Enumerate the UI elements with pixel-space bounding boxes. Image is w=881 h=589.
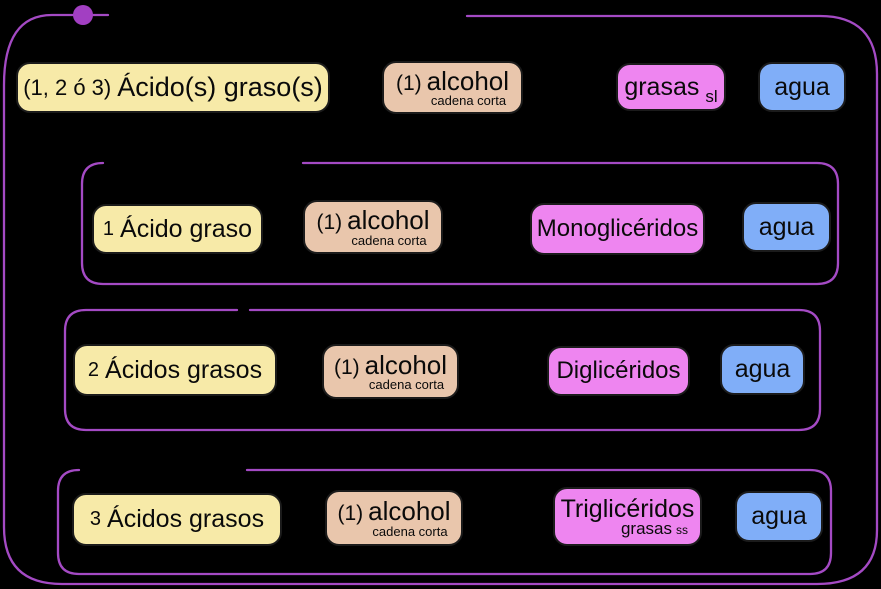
alcohol-note: cadena corta bbox=[430, 93, 507, 109]
node-alcohol-top[interactable]: (1) alcohol cadena corta bbox=[382, 61, 523, 114]
fatty-acid-count: 1 bbox=[102, 217, 115, 240]
water-label: agua bbox=[774, 72, 830, 101]
product-note-suffix: ss bbox=[676, 523, 688, 538]
fatty-acid-label: Ácidos grasos bbox=[105, 355, 263, 384]
fatty-acid-count: 2 bbox=[87, 358, 100, 381]
water-label: agua bbox=[758, 212, 815, 241]
node-fatty-acids-generic[interactable]: (1, 2 ó 3) Ácido(s) graso(s) bbox=[16, 62, 330, 113]
alcohol-main-line: (1) alcohol bbox=[333, 349, 448, 380]
fatty-acid-count: 3 bbox=[89, 508, 102, 530]
node-triglycerides[interactable]: Triglicéridos grasas ss bbox=[553, 487, 702, 546]
alcohol-count: (1) bbox=[395, 71, 422, 95]
node-alcohol-group3[interactable]: (1) alcohol cadena corta bbox=[325, 490, 463, 546]
node-water-top[interactable]: agua bbox=[758, 62, 846, 112]
node-water-group3[interactable]: agua bbox=[735, 491, 823, 542]
node-2-fatty-acids[interactable]: 2 Ácidos grasos bbox=[73, 344, 277, 396]
group-monoglycerides-outline bbox=[80, 161, 840, 286]
fatty-acid-count: (1, 2 ó 3) bbox=[23, 74, 112, 100]
alcohol-count: (1) bbox=[333, 355, 360, 379]
node-water-group2[interactable]: agua bbox=[720, 344, 805, 395]
alcohol-main-line: (1) alcohol bbox=[316, 205, 430, 236]
product-note-text: grasas bbox=[620, 519, 672, 539]
product-note: grasas ss bbox=[621, 520, 700, 537]
group-triglycerides-outline bbox=[56, 468, 833, 576]
node-grasas-sl[interactable]: grasas sl bbox=[616, 63, 726, 111]
alcohol-main-line: (1) alcohol bbox=[395, 65, 510, 96]
connector-dot bbox=[73, 5, 93, 25]
product-suffix: sl bbox=[705, 87, 718, 107]
outer-container-outline bbox=[2, 13, 879, 586]
water-label: agua bbox=[751, 502, 807, 531]
alcohol-note: cadena corta bbox=[372, 523, 448, 539]
alcohol-label: alcohol bbox=[364, 349, 448, 380]
node-3-fatty-acids[interactable]: 3 Ácidos grasos bbox=[72, 493, 282, 546]
product-label: Triglicéridos bbox=[560, 494, 695, 523]
group-diglycerides-outline bbox=[63, 308, 822, 432]
node-water-group1[interactable]: agua bbox=[742, 202, 831, 252]
node-diglycerides[interactable]: Diglicéridos bbox=[547, 346, 690, 396]
node-alcohol-group1[interactable]: (1) alcohol cadena corta bbox=[303, 200, 443, 254]
alcohol-count: (1) bbox=[316, 211, 343, 235]
node-monoglycerides[interactable]: Monoglicéridos bbox=[530, 203, 705, 255]
water-label: agua bbox=[734, 355, 791, 384]
alcohol-note: cadena corta bbox=[351, 232, 427, 248]
product-label: grasas bbox=[624, 72, 700, 101]
alcohol-label: alcohol bbox=[368, 496, 451, 527]
node-1-fatty-acid[interactable]: 1 Ácido graso bbox=[92, 204, 263, 254]
node-alcohol-group2[interactable]: (1) alcohol cadena corta bbox=[322, 344, 459, 399]
alcohol-label: alcohol bbox=[426, 65, 510, 96]
fatty-acid-label: Ácidos grasos bbox=[107, 505, 265, 534]
alcohol-label: alcohol bbox=[347, 205, 430, 236]
alcohol-note: cadena corta bbox=[368, 377, 445, 393]
alcohol-main-line: (1) alcohol bbox=[337, 496, 451, 527]
fatty-acid-label: Ácido(s) graso(s) bbox=[117, 72, 323, 103]
alcohol-count: (1) bbox=[337, 502, 364, 526]
product-label: Diglicéridos bbox=[556, 357, 681, 385]
product-label: Monoglicéridos bbox=[536, 215, 699, 243]
fatty-acid-label: Ácido graso bbox=[120, 214, 253, 243]
